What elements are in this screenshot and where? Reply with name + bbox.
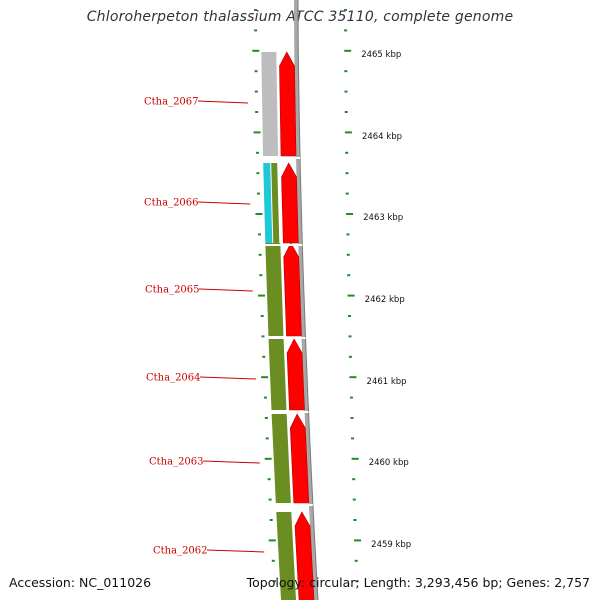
cds-track: [260, 51, 315, 600]
cds-arrow-ctha_2066: [281, 162, 299, 244]
leader-line-ctha_2067: [197, 100, 248, 104]
cog-block-ctha_2065: [265, 243, 284, 336]
gene-label-ctha_2065: Ctha_2065: [145, 285, 200, 296]
backbone-edge: [297, 0, 319, 600]
cog-block-ctha_2062: [276, 512, 297, 600]
scale-label-0: 2465 kbp: [361, 50, 401, 60]
backbone-track: [294, 0, 319, 600]
gene-label-ctha_2067: Ctha_2067: [144, 97, 199, 108]
leader-line-ctha_2063: [202, 460, 260, 464]
cds-arrow-ctha_2065: [283, 242, 302, 337]
gene-labels: Ctha_2067 Ctha_2066 Ctha_2065 Ctha_2064 Ctha…: [144, 97, 265, 557]
tick-marks: [252, 9, 362, 583]
cog-block-ctha_2066-secondary: [271, 163, 280, 243]
cog-block-ctha_2063: [271, 414, 291, 503]
scale-labels: 2465 kbp 2464 kbp 2463 kbp 2462 kbp 2461 kbp…: [361, 50, 411, 550]
map-title: Chloroherpeton thalassium ATCC 35110, co…: [86, 9, 514, 25]
scale-label-3: 2462 kbp: [365, 295, 405, 305]
cds-arrow-ctha_2062: [294, 511, 315, 600]
cog-track: [261, 52, 297, 600]
cds-arrow-ctha_2063: [289, 413, 310, 504]
cog-block-ctha_2064: [268, 339, 287, 410]
scale-label-4: 2461 kbp: [367, 377, 407, 387]
leader-line-ctha_2062: [206, 549, 265, 553]
backbone-line: [294, 0, 318, 600]
genome-summary-text: Topology: circular; Length: 3,293,456 bp…: [246, 575, 590, 590]
cog-block-ctha_2067: [261, 52, 279, 156]
scale-label-6: 2459 kbp: [371, 540, 411, 550]
scale-label-1: 2464 kbp: [362, 132, 402, 142]
gene-label-ctha_2062: Ctha_2062: [153, 546, 208, 557]
accession-text: Accession: NC_011026: [9, 575, 152, 590]
leader-line-ctha_2066: [197, 201, 251, 205]
leader-line-ctha_2064: [199, 376, 257, 380]
cog-block-ctha_2066: [263, 163, 273, 243]
gene-label-ctha_2063: Ctha_2063: [149, 457, 204, 468]
gene-label-ctha_2064: Ctha_2064: [146, 373, 201, 384]
cds-arrow-ctha_2067: [279, 51, 297, 157]
scale-label-2: 2463 kbp: [363, 213, 403, 223]
leader-line-ctha_2065: [198, 288, 253, 292]
cds-arrow-ctha_2064: [286, 338, 305, 411]
gene-label-ctha_2066: Ctha_2066: [144, 198, 199, 209]
scale-label-5: 2460 kbp: [369, 458, 409, 468]
